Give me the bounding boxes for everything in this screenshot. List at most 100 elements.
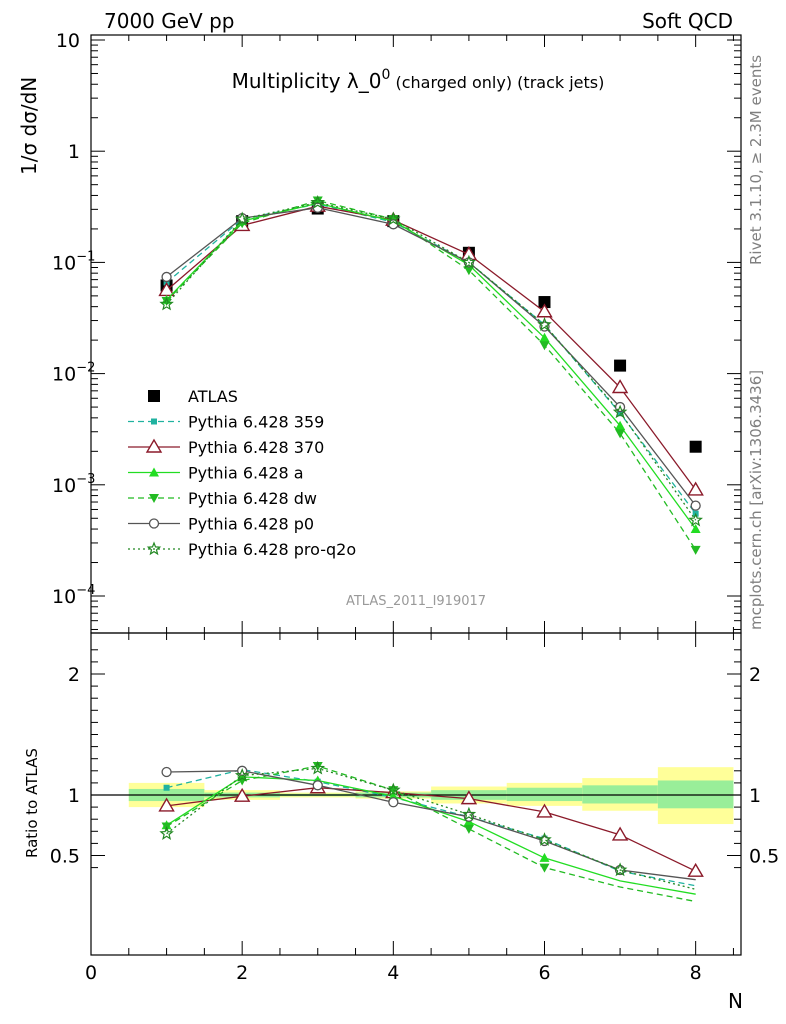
x-tick-label-4: 4 [387, 962, 399, 984]
series-line-pdw [166, 199, 697, 551]
legend-label-pp0: Pythia 6.428 p0 [188, 515, 314, 534]
ratio-point-pp0-4 [388, 797, 399, 808]
legend-label-pq2o: Pythia 6.428 pro-q2o [188, 540, 356, 559]
point-pq2o-5 [461, 254, 477, 269]
legend: ATLAS Pythia 6.428 359 Pythia 6.428 370 Pyt… [128, 387, 356, 559]
legend-marker-p359 [151, 418, 157, 425]
rivet-version-text: Rivet 3.1.10, ≥ 2.3M events [747, 55, 765, 265]
legend-marker-p370 [145, 438, 163, 453]
legend-entry-pdw: Pythia 6.428 dw [128, 489, 317, 508]
upper-ytick-label-exp: −3 [76, 472, 95, 487]
point-pa-7 [615, 420, 626, 430]
lower-panel: 0.5 0.5 1 1 2 2 0 2 4 6 8 Ratio to ATLAS N [23, 632, 779, 1013]
upper-ytick-label-base: 10 [52, 252, 76, 274]
upper-ytick-label-exp: −1 [76, 249, 95, 264]
upper-ytick-label-base: 1 [68, 141, 80, 163]
lower-ytick-label-left: 0.5 [50, 846, 80, 868]
upper-ytick-label-exp: −2 [76, 361, 95, 376]
ratio-point-p370-8 [687, 862, 704, 877]
point-pq2o-2 [234, 211, 250, 226]
upper-ytick-label-base: 10 [52, 475, 76, 497]
point-p370-7 [611, 379, 629, 394]
lower-x-ticks: 0 2 4 6 8 [85, 633, 734, 984]
legend-label-p370: Pythia 6.428 370 [188, 438, 324, 457]
point-pdw-7 [615, 429, 626, 439]
ratio-point-pq2o-1 [159, 826, 174, 840]
legend-label-pa: Pythia 6.428 a [188, 464, 304, 483]
point-p370-8 [687, 481, 704, 496]
point-pq2o-8 [688, 512, 703, 527]
plot-title-small: (charged only) (track jets) [390, 73, 604, 92]
ratio-point-pq2o-3 [310, 760, 326, 775]
ratio-line-p359 [166, 768, 696, 887]
ratio-point-pq2o-4 [386, 782, 401, 797]
point-pa-8 [690, 524, 701, 534]
lower-ytick-label-left: 2 [68, 664, 80, 686]
ratio-point-p370-5 [460, 790, 478, 805]
ratio-point-pq2o-2 [234, 767, 250, 782]
legend-marker-pa [149, 467, 159, 477]
upper-ytick-label: 10−4 [52, 583, 95, 608]
point-atlas-8 [689, 440, 702, 453]
point-atlas-6 [538, 296, 551, 309]
point-pq2o-7 [612, 404, 628, 419]
upper-ytick-label: 10 [56, 30, 80, 52]
band-inner-6 [582, 785, 658, 804]
band-inner-7 [657, 780, 734, 809]
point-pp0-1 [161, 271, 172, 283]
ratio-line-p370 [166, 787, 696, 872]
point-pdw-8 [690, 545, 701, 555]
upper-ytick-label: 10−2 [52, 361, 95, 386]
point-pdw-3 [312, 196, 323, 206]
upper-x-ticks [90, 35, 734, 633]
ratio-point-pp0-1 [161, 766, 172, 778]
plot-title-sup: 0 [381, 67, 390, 83]
legend-label-pdw: Pythia 6.428 dw [188, 489, 317, 508]
lower-y-ticks: 0.5 0.5 1 1 2 2 [50, 649, 779, 869]
upper-ytick-label-base: 10 [52, 364, 76, 386]
mcplots-reference-text: mcplots.cern.ch [arXiv:1306.3436] [747, 370, 765, 630]
ratio-point-p370-6 [536, 803, 553, 818]
point-pdw-6 [539, 341, 550, 351]
upper-y-label: 1/σ dσ/dN [17, 77, 41, 175]
point-pp0-8 [690, 500, 701, 511]
legend-marker-atlas [148, 390, 160, 402]
legend-entry-pq2o: Pythia 6.428 pro-q2o [128, 540, 356, 559]
lower-ytick-label-left: 1 [68, 785, 80, 807]
upper-plot-area [158, 194, 704, 555]
legend-entry-p370: Pythia 6.428 370 [128, 438, 324, 457]
x-tick-label-6: 6 [538, 962, 550, 984]
x-tick-label-2: 2 [236, 962, 248, 984]
ratio-point-p359-1 [163, 784, 170, 791]
x-axis-label: N [728, 989, 743, 1013]
legend-marker-pq2o [146, 541, 162, 556]
ratio-point-p370-2 [233, 787, 251, 802]
ratio-point-pdw-3 [312, 761, 323, 771]
ratio-point-pdw-5 [463, 824, 474, 834]
x-tick-label-0: 0 [85, 962, 97, 984]
legend-entry-atlas: ATLAS [148, 387, 238, 406]
ratio-point-p370-7 [611, 826, 629, 841]
band-inner-5 [506, 787, 583, 802]
series-line-pq2o [166, 201, 697, 521]
point-pa-6 [539, 332, 550, 342]
legend-label-atlas: ATLAS [188, 387, 238, 406]
point-p370-6 [536, 303, 553, 318]
upper-ytick-label: 10−1 [52, 249, 95, 274]
point-pdw-1 [161, 296, 172, 306]
ratio-point-pq2o-6 [537, 832, 552, 846]
lower-ytick-label-right: 2 [749, 664, 761, 686]
point-pq2o-4 [386, 211, 401, 226]
ratio-line-pq2o [166, 767, 696, 891]
plot-title: Multiplicity λ_00 (charged only) (track … [232, 67, 605, 93]
legend-entry-pa: Pythia 6.428 a [128, 464, 304, 483]
ratio-point-pdw-6 [539, 863, 550, 873]
legend-marker-pp0 [148, 518, 160, 529]
series-line-pp0 [166, 207, 697, 506]
upper-ytick-label-base: 10 [56, 30, 80, 52]
legend-entry-pp0: Pythia 6.428 p0 [128, 515, 314, 534]
ratio-point-pp0-3 [312, 780, 323, 791]
lower-ytick-label-right: 1 [749, 785, 761, 807]
